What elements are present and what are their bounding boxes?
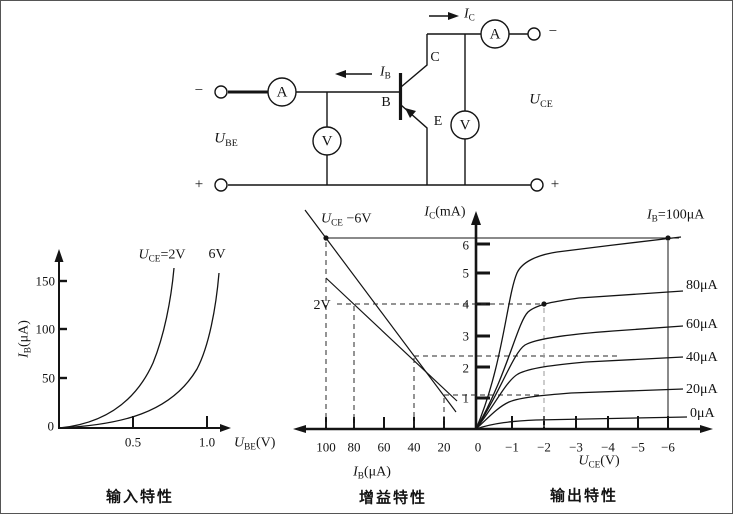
input-ytick-0: 0	[47, 418, 55, 434]
input-x-axis-label: UBE(V)	[234, 435, 276, 452]
terminal-plus-right: +	[550, 176, 560, 193]
gain-line-6v-label: UCE −6V	[321, 211, 372, 228]
voltmeter-left-label: V	[321, 133, 333, 150]
circuit-arrowheads	[335, 12, 459, 118]
ic-arrowhead	[448, 12, 459, 20]
output-curve-0uA-label: 0μA	[690, 406, 715, 421]
gain-line-6v	[304, 209, 457, 413]
voltmeter-right-label: V	[459, 117, 471, 134]
terminal-top-left	[214, 85, 228, 99]
ic-ytick-3: 3	[462, 328, 470, 344]
input-chart-caption: 输入特性	[105, 488, 175, 506]
output-curve-100uA-label: IB=100μA	[647, 207, 705, 224]
output-xtick-m2: −2	[537, 439, 551, 455]
ic-current-label: IC	[464, 6, 475, 23]
terminal-minus-right: −	[548, 23, 558, 40]
output-curve-20uA	[475, 388, 684, 430]
emitter-arrowhead	[405, 108, 416, 118]
circuit-nodes	[214, 19, 544, 192]
ic-ytick-1: 1	[462, 390, 470, 406]
output-curve-80uA	[475, 290, 684, 430]
ube-voltage-label: UBE	[214, 130, 238, 149]
output-xtick-m3: −3	[569, 439, 583, 455]
ib-current-label: IB	[380, 64, 391, 81]
output-curve-60uA-label: 60μA	[686, 317, 718, 332]
gain-chart-caption: 增益特性	[358, 489, 428, 507]
ammeter-left-label: A	[276, 84, 288, 101]
input-curve-6v	[58, 272, 220, 429]
input-ytick-100: 100	[35, 321, 56, 337]
output-curve-0uA	[475, 416, 688, 430]
ic-ytick-4: 4	[462, 296, 470, 312]
gain-x-axis-label: IB(μA)	[353, 464, 391, 481]
gain-xtick-100: 100	[316, 439, 336, 455]
input-xtick-0.5: 0.5	[124, 434, 142, 450]
gain-xtick-60: 60	[377, 439, 391, 455]
input-ytick-50: 50	[42, 370, 55, 386]
terminal-top-right	[527, 27, 541, 41]
output-curve-100uA	[475, 236, 682, 430]
output-curve-60uA	[475, 325, 684, 430]
ic-ytick-2: 2	[462, 360, 470, 376]
input-ytick-150: 150	[35, 273, 56, 289]
transistor-e-label: E	[433, 114, 443, 129]
dot-output-minus6V-6.2mA	[665, 235, 671, 241]
gain-xtick-80: 80	[347, 439, 361, 455]
ic-ytick-5: 5	[462, 265, 470, 281]
dot-gain-100uA	[323, 235, 329, 241]
input-curves	[58, 267, 220, 429]
construction-lines	[326, 237, 679, 428]
ic-ytick-6: 6	[462, 237, 470, 253]
uce-voltage-label: UCE	[529, 91, 553, 110]
gain-xtick-40: 40	[407, 439, 421, 455]
output-curve-80uA-label: 80μA	[686, 278, 718, 293]
output-curve-20uA-label: 20μA	[686, 382, 718, 397]
ammeter-right-circle	[480, 19, 510, 49]
terminal-bottom-left	[214, 178, 228, 192]
shared-xtick-0: 0	[474, 439, 482, 455]
ammeter-right-label: A	[489, 26, 501, 43]
transistor-c-label: C	[430, 50, 440, 65]
input-curve-6v-label: 6V	[208, 247, 226, 262]
output-curve-40uA	[475, 356, 684, 430]
input-curve-2v	[58, 267, 175, 429]
input-xtick-1.0: 1.0	[198, 434, 216, 450]
terminal-minus-left: −	[194, 82, 204, 99]
dot-output-minus2V-4mA	[541, 301, 547, 307]
output-xtick-m4: −4	[601, 439, 615, 455]
ic-axis-label: IC(mA)	[424, 204, 466, 221]
input-y-axis-label: IB(μA)	[16, 320, 33, 358]
axis-ticks	[59, 242, 669, 429]
input-curve-2v-label: UCE=2V	[138, 247, 186, 264]
emitter-wire	[400, 104, 428, 185]
gain-line-2v	[325, 277, 458, 402]
output-curves	[475, 236, 688, 430]
gain-lines	[304, 209, 458, 413]
output-chart-caption: 输出特性	[549, 487, 619, 505]
output-xtick-m5: −5	[631, 439, 645, 455]
gain-xtick-20: 20	[437, 439, 451, 455]
ib-arrowhead	[335, 70, 346, 78]
output-xtick-m1: −1	[505, 439, 519, 455]
voltmeter-right-circle	[450, 110, 480, 140]
terminal-plus-left: +	[194, 176, 204, 193]
gain-line-2v-label: 2V	[313, 298, 331, 313]
output-x-axis-label: UCE(V)	[578, 453, 620, 470]
dashed-guides	[325, 242, 621, 427]
output-curve-40uA-label: 40μA	[686, 350, 718, 365]
collector-wire	[400, 34, 428, 88]
marker-dots	[323, 235, 671, 307]
axis-arrowheads	[54, 211, 713, 433]
output-xtick-m6: −6	[661, 439, 675, 455]
terminal-bottom-right	[530, 178, 544, 192]
voltmeter-left-circle	[312, 126, 342, 156]
ammeter-left-circle	[267, 77, 297, 107]
transistor-b-label: B	[381, 95, 391, 110]
